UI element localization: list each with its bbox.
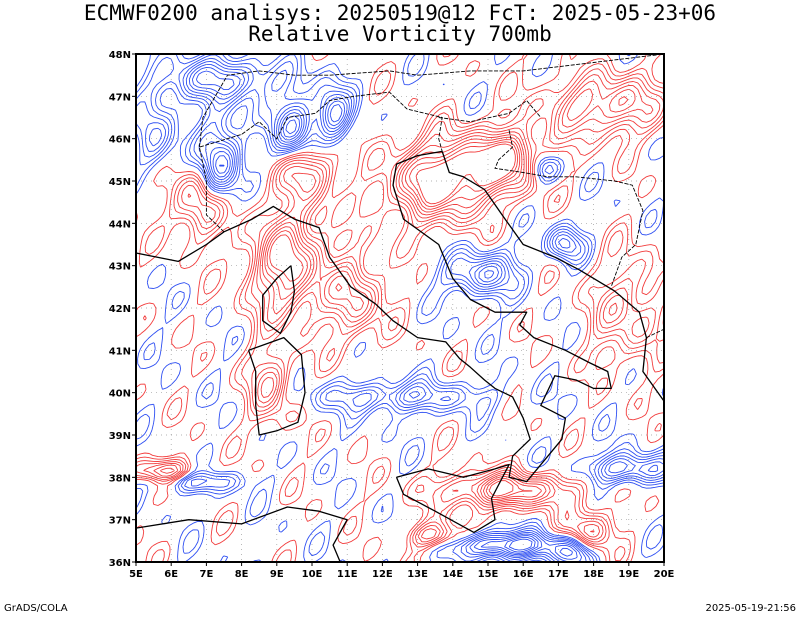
negative-contour [136,57,664,562]
negative-contour [215,104,536,553]
lat-label: 36N [109,558,131,569]
positive-contour [159,88,636,533]
coastline-italy-mainland [223,150,612,483]
negative-contour [136,54,664,562]
coastline-corsica [262,265,296,335]
lon-label: 17E [548,569,569,580]
country-border [198,54,664,148]
country-border [438,99,542,123]
lon-label: 18E [583,569,604,580]
lon-label: 20E [654,569,675,580]
lat-label: 38N [109,473,131,484]
lat-label: 47N [109,92,131,103]
lat-label: 43N [109,262,131,273]
negative-contour [148,63,664,562]
coastline-french-coast [136,231,225,263]
lon-label: 7E [200,569,214,580]
render-timestamp: 2025-05-19-21:56 [705,603,796,614]
positive-contour [153,80,654,540]
negative-contour [136,54,664,562]
lon-label: 11E [337,569,358,580]
lon-label: 19E [618,569,639,580]
negative-contour [191,66,659,560]
lon-label: 5E [129,569,143,580]
lat-label: 44N [109,219,131,230]
positive-contour [136,54,664,562]
country-border [494,130,644,287]
lon-label: 15E [478,569,499,580]
lon-label: 14E [442,569,463,580]
lat-label: 46N [109,135,131,146]
lat-label: 39N [109,431,131,442]
chart-title: ECMWF0200 analisys: 20250519@12 FcT: 202… [83,1,717,25]
longitude-labels: 5E 6E 7E 8E 9E 10E 11E 12E 13E 14E 15E 16E 17E 18E 19E… [129,569,674,580]
software-credit: GrADS/COLA [4,603,68,614]
country-border [198,91,443,233]
lon-label: 10E [302,569,323,580]
negative-contour [136,54,664,562]
lat-label: 45N [109,177,131,188]
lon-label: 9E [270,569,284,580]
lon-label: 13E [407,569,428,580]
lon-label: 12E [372,569,393,580]
negative-contour [219,114,533,551]
latitude-labels: 36N 37N 38N 39N 40N 41N 42N 43N 44N 45N 46N 47N 48N [109,50,131,569]
positive-contour [264,96,629,500]
lat-label: 37N [109,516,131,527]
negative-contour [145,60,664,562]
coastline-sardinia [247,336,306,436]
positive-contour [143,74,661,543]
lat-label: 41N [109,346,131,357]
country-border [646,328,664,339]
chart-subtitle: Relative Vorticity 700mb [248,22,552,46]
lon-label: 6E [164,569,178,580]
coastline-sicily [395,463,510,534]
lon-label: 8E [235,569,249,580]
vorticity-contours [136,54,664,562]
positive-contour [269,143,516,497]
graticule [136,54,664,562]
positive-contour [266,141,533,499]
lat-label: 40N [109,389,131,400]
axis-ticks [132,53,665,566]
negative-contour [195,70,573,557]
lat-label: 48N [109,50,131,61]
lon-label: 16E [513,569,534,580]
lat-label: 42N [109,304,131,315]
coastlines [136,54,664,562]
positive-contour [136,68,664,545]
coastline-north-africa [136,506,348,562]
